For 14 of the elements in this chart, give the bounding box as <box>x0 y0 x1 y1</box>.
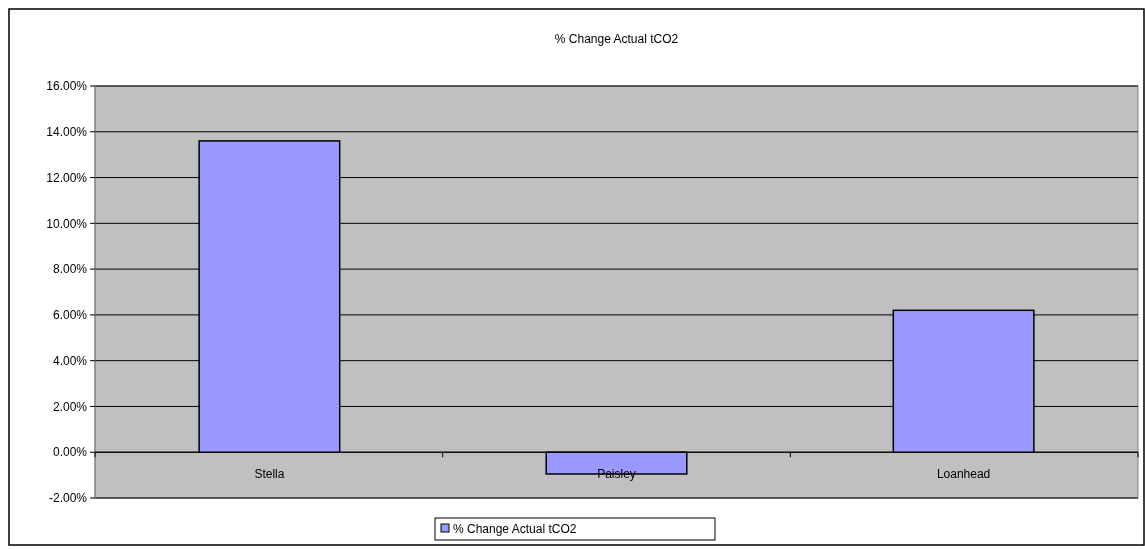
chart-title: % Change Actual tCO2 <box>554 32 679 46</box>
y-tick-label: 6.00% <box>52 308 88 323</box>
y-tick-label: 4.00% <box>52 353 88 368</box>
y-tick-label: 2.00% <box>52 399 88 414</box>
y-tick-label: 0.00% <box>52 445 88 460</box>
y-tick-label: -2.00% <box>48 491 88 506</box>
x-tick-label: Loanhead <box>936 467 991 482</box>
y-tick-label: 16.00% <box>46 79 88 94</box>
y-tick-label: 14.00% <box>46 124 88 139</box>
legend-label: % Change Actual tCO2 <box>453 522 577 536</box>
y-tick-label: 10.00% <box>46 216 88 231</box>
y-tick-label: 8.00% <box>52 262 88 277</box>
y-tick-label: 12.00% <box>46 170 88 185</box>
x-tick-label: Stella <box>254 467 285 482</box>
